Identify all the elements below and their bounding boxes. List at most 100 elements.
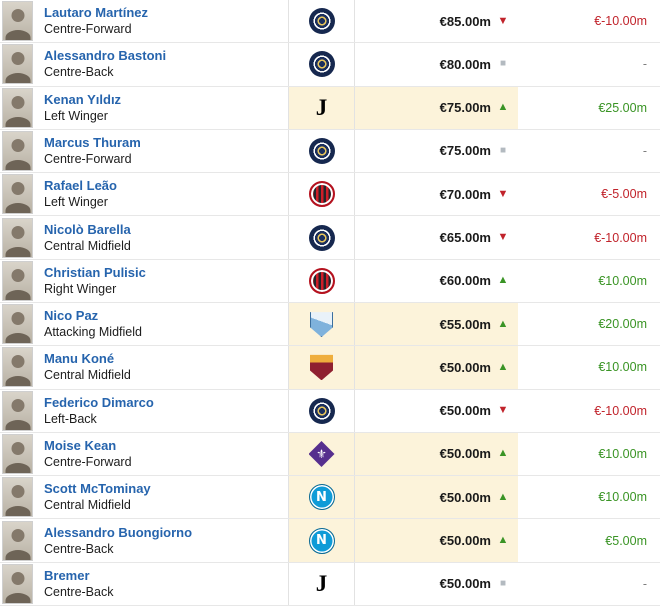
player-photo[interactable]: [0, 0, 33, 42]
inter-badge[interactable]: [308, 8, 335, 35]
player-position: Centre-Forward: [44, 151, 132, 166]
player-photo[interactable]: [0, 260, 33, 302]
value-cell: €50.00m ▲: [355, 519, 518, 562]
market-value: €80.00m: [439, 56, 491, 72]
player-photo[interactable]: [0, 130, 33, 172]
value-change: -: [642, 57, 647, 72]
player-photo[interactable]: [0, 563, 33, 605]
player-name-link[interactable]: Manu Koné: [44, 351, 115, 367]
photo-silhouette-head: [11, 312, 24, 326]
como-badge[interactable]: [310, 312, 333, 338]
photo-silhouette-head: [11, 52, 24, 66]
player-position: Left-Back: [44, 411, 97, 426]
player-info: Manu Koné Central Midfield: [33, 346, 288, 388]
player-name-link[interactable]: Rafael Leão: [44, 178, 117, 194]
trend-down-icon: ▼: [497, 187, 509, 200]
player-photo[interactable]: [0, 43, 33, 85]
photo-silhouette-head: [11, 225, 24, 239]
value-cell: €55.00m ▲: [355, 302, 518, 346]
club-cell: J: [288, 86, 355, 129]
change-cell: €-10.00m: [518, 216, 660, 258]
trend-down-icon: ▼: [497, 14, 509, 27]
club-cell: [288, 173, 355, 216]
table-row: Alessandro Buongiorno Centre-Back N €50.…: [0, 519, 660, 563]
player-name-link[interactable]: Bremer: [44, 567, 90, 583]
player-photo[interactable]: [0, 173, 33, 215]
club-cell: N: [288, 476, 355, 519]
player-position: Central Midfield: [44, 368, 131, 383]
player-photo[interactable]: [0, 390, 33, 432]
inter-badge[interactable]: [308, 397, 335, 424]
trend-flat-icon: ■: [499, 144, 507, 156]
photo-silhouette-torso: [5, 246, 30, 257]
napoli-badge[interactable]: N: [308, 527, 335, 554]
player-photo-image: [2, 390, 33, 431]
photo-silhouette-torso: [5, 73, 30, 84]
player-name-link[interactable]: Lautaro Martínez: [44, 5, 149, 21]
player-photo[interactable]: [0, 476, 33, 518]
table-row: Christian Pulisic Right Winger €60.00m ▲…: [0, 259, 660, 303]
change-cell: €10.00m: [518, 476, 660, 518]
player-photo[interactable]: [0, 216, 33, 258]
photo-silhouette-torso: [5, 289, 30, 300]
player-info: Federico Dimarco Left-Back: [33, 390, 288, 432]
player-photo[interactable]: [0, 519, 33, 561]
player-position: Central Midfield: [44, 238, 131, 253]
player-info: Nicolò Barella Central Midfield: [33, 216, 288, 258]
photo-silhouette-torso: [5, 419, 30, 430]
value-cell: €80.00m ■: [355, 43, 518, 85]
player-photo[interactable]: [0, 433, 33, 475]
market-value: €60.00m: [439, 273, 491, 289]
player-position: Centre-Back: [44, 584, 114, 599]
player-photo[interactable]: [0, 87, 33, 129]
player-name-link[interactable]: Marcus Thuram: [44, 134, 141, 150]
club-cell: [288, 43, 355, 86]
change-cell: €10.00m: [518, 260, 660, 302]
value-cell: €60.00m ▲: [355, 260, 518, 302]
player-name-link[interactable]: Christian Pulisic: [44, 264, 146, 280]
player-name-link[interactable]: Alessandro Buongiorno: [44, 524, 193, 540]
juventus-badge[interactable]: J: [315, 95, 328, 121]
change-cell: €25.00m: [518, 87, 660, 129]
value-cell: €70.00m ▼: [355, 173, 518, 215]
value-cell: €50.00m ▲: [355, 432, 518, 476]
player-name-link[interactable]: Nicolò Barella: [44, 221, 131, 237]
milan-badge[interactable]: [308, 267, 335, 294]
player-name-link[interactable]: Alessandro Bastoni: [44, 48, 167, 64]
table-row: Marcus Thuram Centre-Forward €75.00m ■ -: [0, 129, 660, 174]
fiorentina-badge[interactable]: ⚜: [308, 440, 335, 467]
club-cell: [288, 346, 355, 389]
player-name-link[interactable]: Kenan Yıldız: [44, 91, 122, 107]
trend-up-icon: ▲: [497, 274, 509, 287]
photo-silhouette-head: [11, 182, 24, 196]
inter-badge[interactable]: [308, 224, 335, 251]
photo-silhouette-torso: [5, 592, 30, 603]
milan-badge[interactable]: [308, 181, 335, 208]
roma-badge[interactable]: [310, 354, 333, 381]
player-name-link[interactable]: Moise Kean: [44, 437, 117, 453]
photo-silhouette-torso: [5, 159, 30, 170]
inter-badge[interactable]: [308, 51, 335, 78]
juventus-badge[interactable]: J: [315, 571, 328, 597]
photo-silhouette-torso: [5, 203, 30, 214]
player-position: Centre-Back: [44, 65, 114, 80]
player-name-link[interactable]: Nico Paz: [44, 308, 99, 324]
player-name-link[interactable]: Federico Dimarco: [44, 394, 154, 410]
player-position: Centre-Forward: [44, 454, 132, 469]
player-name-link[interactable]: Scott McTominay: [44, 481, 151, 497]
club-cell: [288, 259, 355, 302]
player-photo-image: [2, 520, 33, 561]
table-row: Kenan Yıldız Left Winger J €75.00m ▲ €25…: [0, 86, 660, 130]
player-position: Central Midfield: [44, 498, 131, 513]
market-value: €85.00m: [439, 13, 491, 29]
napoli-badge[interactable]: N: [308, 484, 335, 511]
inter-badge[interactable]: [308, 137, 335, 164]
photo-silhouette-head: [11, 355, 24, 369]
change-cell: €5.00m: [518, 519, 660, 561]
change-cell: €10.00m: [518, 346, 660, 388]
player-photo[interactable]: [0, 303, 33, 345]
player-info: Alessandro Bastoni Centre-Back: [33, 43, 288, 85]
player-photo[interactable]: [0, 346, 33, 388]
change-cell: €10.00m: [518, 433, 660, 475]
